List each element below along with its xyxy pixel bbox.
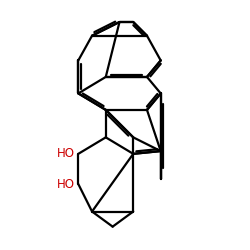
Text: HO: HO (57, 178, 75, 190)
Text: HO: HO (57, 147, 75, 160)
